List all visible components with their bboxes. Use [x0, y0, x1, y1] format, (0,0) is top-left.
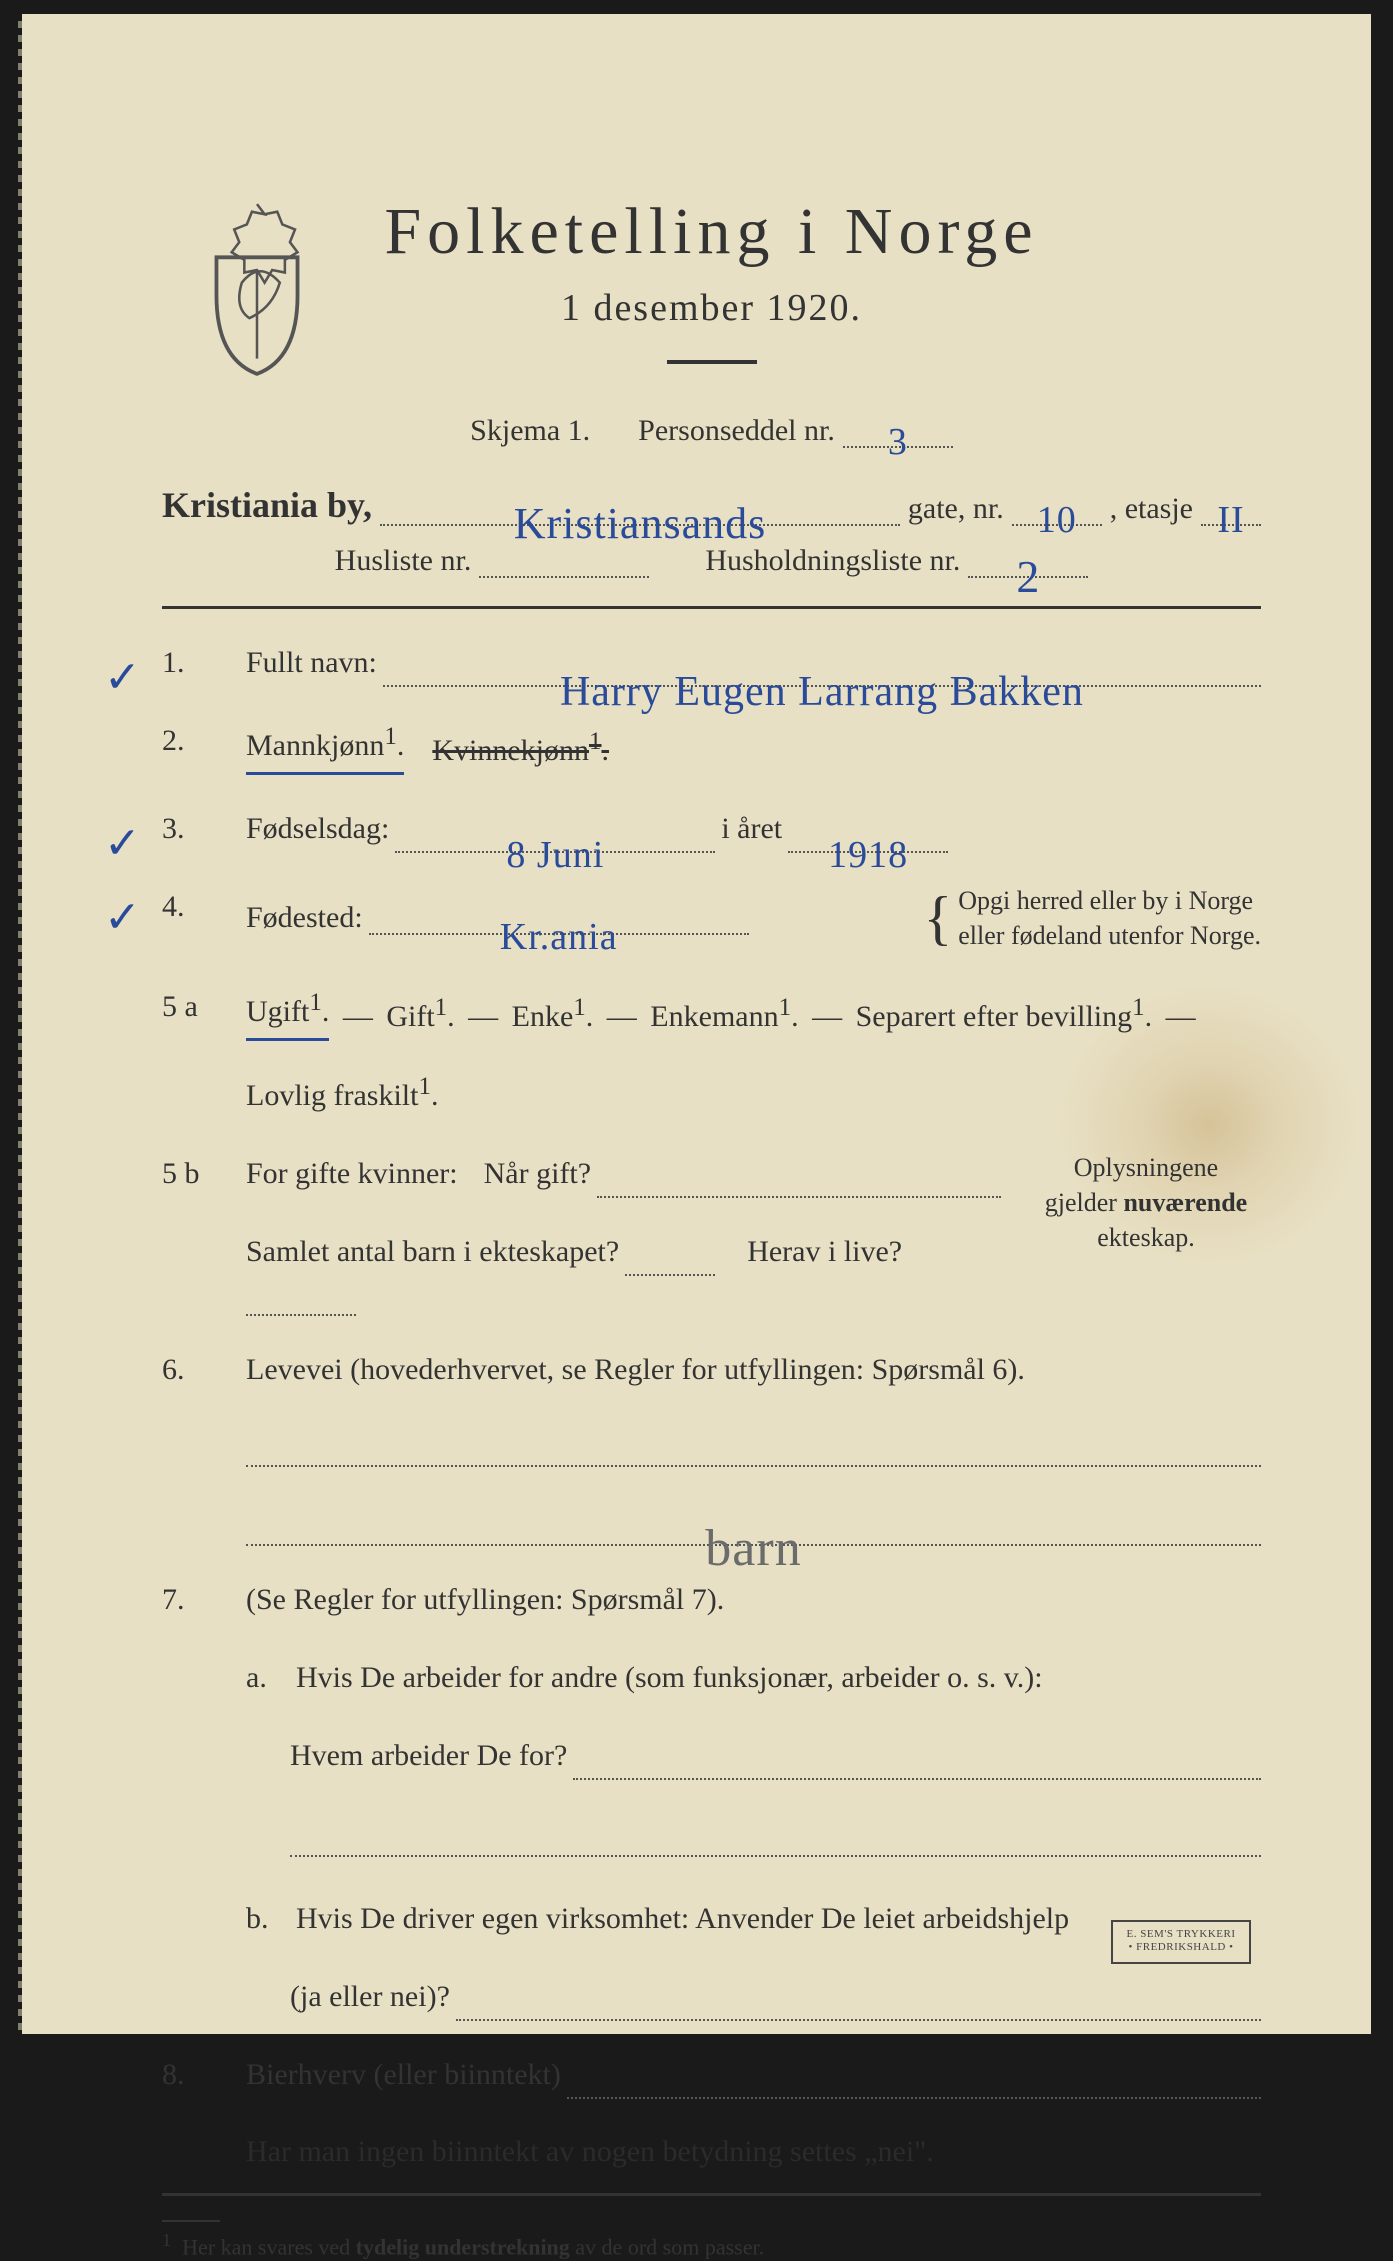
schema-line: Skjema 1. Personseddel nr. 3 [162, 414, 1261, 448]
question-6: 6. Levevei (hovederhvervet, se Regler fo… [162, 1346, 1261, 1546]
q4-label: Fødested: [246, 894, 363, 942]
household-label: Husholdningsliste nr. [705, 544, 960, 578]
address-line: Kristiania by, Kristiansands gate, nr. 1… [162, 484, 1261, 526]
form-title: Folketelling i Norge [162, 194, 1261, 270]
floor-label: , etasje [1110, 492, 1193, 526]
question-5b: 5 b For gifte kvinner: Når gift? Samlet … [162, 1150, 1261, 1316]
street-name: Kristiansands [514, 498, 767, 549]
schema-label: Skjema 1. [470, 414, 590, 448]
q5a-number: 5 a [162, 983, 222, 1031]
q6-number: 6. [162, 1346, 222, 1394]
checkmark-icon: ✓ [104, 643, 141, 713]
title-rule [667, 360, 757, 364]
marital-enkemann: Enkemann1. [650, 988, 798, 1041]
slip-label: Personseddel nr. [638, 414, 835, 448]
question-4: ✓ 4. Fødested: Kr.ania { Opgi herred ell… [162, 883, 1261, 953]
marital-enke: Enke1. [512, 988, 594, 1041]
q5b-when-label: Når gift? [484, 1150, 591, 1198]
divider-bottom [162, 2193, 1261, 2196]
q4-side-note: Opgi herred eller by i Norge eller fødel… [958, 883, 1261, 953]
footnote: 1 Her kan svares ved tydelig understrekn… [162, 2230, 1261, 2260]
question-7: 7. (Se Regler for utfyllingen: Spørsmål … [162, 1576, 1261, 2021]
husliste-label: Husliste nr. [335, 544, 472, 578]
street-suffix: gate, nr. [908, 492, 1004, 526]
q7b-text2: (ja eller nei)? [290, 1973, 450, 2021]
q5b-number: 5 b [162, 1150, 222, 1198]
brace-icon: { [923, 888, 952, 948]
footer-hint: Har man ingen biinntekt av nogen betydni… [246, 2135, 1261, 2169]
marital-ugift: Ugift1. [246, 983, 329, 1041]
household-number: 2 [1016, 550, 1040, 603]
question-8: 8. Bierhverv (eller biinntekt) [162, 2051, 1261, 2099]
marital-fraskilt: Lovlig fraskilt1. [246, 1067, 438, 1120]
sex-female: Kvinnekjønn1. [432, 722, 609, 775]
sex-male: Mannkjønn1. [246, 717, 404, 775]
national-crest-icon [192, 194, 322, 389]
list-numbers-line: Husliste nr. Husholdningsliste nr. 2 [162, 544, 1261, 578]
q5b-side-note: Oplysningene gjelder nuværende ekteskap. [1031, 1150, 1261, 1316]
q3-number: 3. [162, 805, 222, 853]
q7a-text1: Hvis De arbeider for andre (som funksjon… [296, 1654, 1043, 1702]
q1-number: 1. [162, 639, 222, 687]
city-label: Kristiania by, [162, 484, 372, 526]
printer-mark: E. SEM'S TRYKKERI• FREDRIKSHALD • [1111, 1920, 1251, 1964]
floor-number: II [1217, 498, 1244, 542]
question-2: 2. Mannkjønn1. Kvinnekjønn1. [162, 717, 1261, 775]
birth-day-month: 8 Juni [506, 825, 604, 886]
q7a-text2: Hvem arbeider De for? [290, 1732, 567, 1780]
marital-gift: Gift1. [386, 988, 454, 1041]
form-subtitle: 1 desember 1920. [162, 286, 1261, 330]
q8-number: 8. [162, 2051, 222, 2099]
birth-year: 1918 [828, 825, 908, 886]
occupation-value: barn [705, 1520, 801, 1577]
question-3: ✓ 3. Fødselsdag: 8 Juni i året 1918 [162, 805, 1261, 853]
footnote-rule [162, 2220, 220, 2222]
divider-top [162, 606, 1261, 609]
q7a-letter: a. [246, 1654, 290, 1702]
q7-number: 7. [162, 1576, 222, 1624]
slip-number: 3 [888, 420, 908, 464]
q2-number: 2. [162, 717, 222, 765]
q5b-label: For gifte kvinner: [246, 1150, 458, 1198]
q4-number: 4. [162, 883, 222, 931]
q3-label: Fødselsdag: [246, 805, 389, 853]
q3-year-label: i året [721, 805, 782, 853]
birthplace-value: Kr.ania [500, 907, 618, 968]
header: Folketelling i Norge 1 desember 1920. [162, 194, 1261, 364]
question-1: ✓ 1. Fullt navn: Harry Eugen Larrang Bak… [162, 639, 1261, 687]
q1-label: Fullt navn: [246, 639, 377, 687]
house-number: 10 [1037, 498, 1077, 542]
q5b-children-label: Samlet antal barn i ekteskapet? [246, 1228, 619, 1276]
census-form-page: Folketelling i Norge 1 desember 1920. Sk… [22, 14, 1371, 2034]
q7-label: (Se Regler for utfyllingen: Spørsmål 7). [246, 1583, 724, 1616]
marital-separert: Separert efter bevilling1. [856, 988, 1153, 1041]
q6-label: Levevei (hovederhvervet, se Regler for u… [246, 1353, 1025, 1386]
question-5a: 5 a Ugift1. — Gift1. — Enke1. — Enkemann… [162, 983, 1261, 1120]
q7b-text1: Hvis De driver egen virksomhet: Anvender… [296, 1895, 1069, 1943]
q8-label: Bierhverv (eller biinntekt) [246, 2051, 561, 2099]
checkmark-icon: ✓ [104, 883, 141, 953]
q7b-letter: b. [246, 1895, 290, 1943]
checkmark-icon: ✓ [104, 809, 141, 879]
q5b-alive-label: Herav i live? [747, 1228, 902, 1276]
